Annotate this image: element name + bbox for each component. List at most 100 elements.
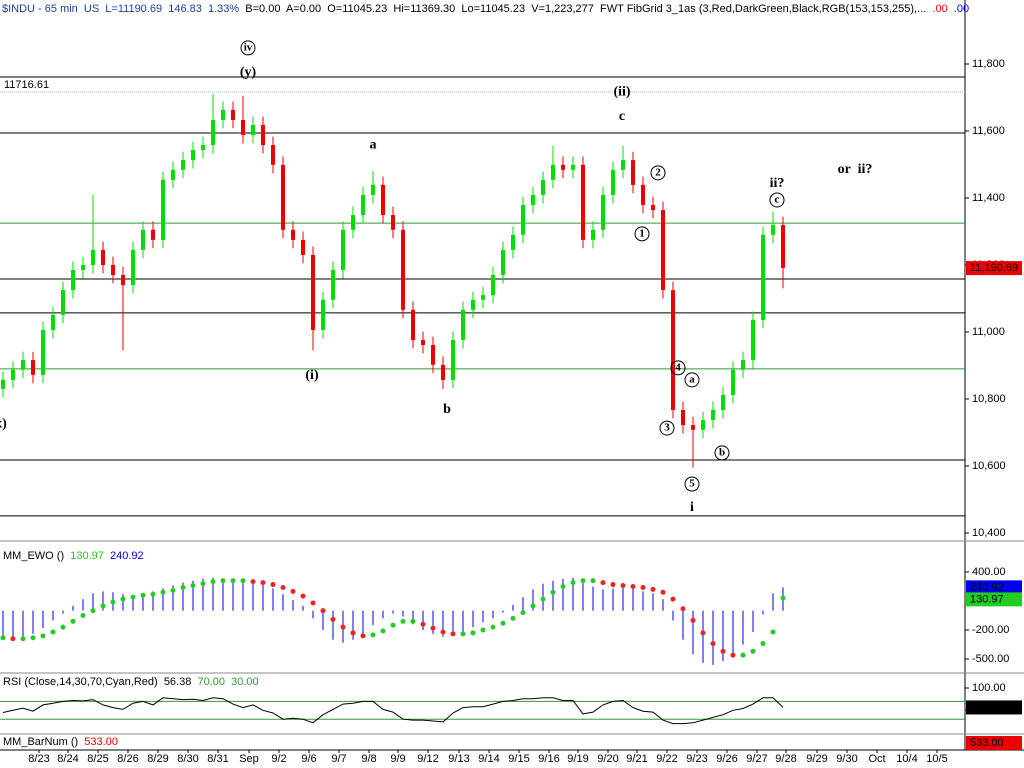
wave-label: ii? (770, 176, 785, 191)
panel-title-part: 533.00 (84, 736, 118, 748)
x-tick-label: 8/26 (117, 753, 138, 765)
panel-title-part: 56.38 (164, 676, 192, 688)
x-tick-label: 9/28 (775, 753, 796, 765)
panel-title: RSI (Close,14,30,70,Cyan,Red) 56.38 70.0… (3, 676, 265, 688)
candle-body (41, 329, 45, 375)
candle-body (101, 249, 105, 265)
wave-label: (i) (305, 368, 319, 383)
candle-body (721, 394, 725, 411)
ewo-signal-dot (130, 594, 136, 600)
ewo-signal-dot (380, 628, 386, 634)
candle-body (761, 234, 765, 320)
wave-label: x) (0, 416, 7, 431)
ewo-signal-dot (240, 578, 246, 584)
candle-body (391, 215, 395, 230)
candle-body (111, 264, 115, 276)
header-part: .00 (932, 3, 953, 15)
x-tick-label: Sep (239, 753, 259, 765)
panel-title-part: 130.97 (70, 550, 104, 562)
ewo-signal-dot (640, 584, 646, 590)
candle-body (361, 194, 365, 216)
y-tick-label: 10,800 (972, 393, 1006, 405)
y-tick-label: -500.00 (972, 653, 1009, 665)
candle-body (521, 205, 525, 235)
candle-body (411, 309, 415, 341)
candle-body (91, 249, 95, 265)
candle-body (11, 369, 15, 380)
ewo-signal-dot (270, 582, 276, 588)
y-tick-label: 11,800 (972, 58, 1005, 70)
value-tag (966, 580, 1022, 595)
candle-body (381, 184, 385, 216)
candle-body (251, 124, 255, 135)
candle-body (211, 119, 215, 146)
ewo-signal-dot (530, 603, 536, 609)
candle-body (121, 275, 125, 286)
ewo-signal-dot (430, 625, 436, 631)
ewo-signal-dot (690, 617, 696, 623)
value-tag-label: 56.38 (970, 701, 998, 713)
header-part: .00 (954, 3, 969, 15)
candle-body (401, 229, 405, 310)
annotation-circle (650, 165, 666, 181)
ewo-signal-dot (60, 624, 66, 630)
value-tag (966, 592, 1022, 607)
x-tick-label: 9/20 (597, 753, 618, 765)
x-tick-label: 9/23 (686, 753, 707, 765)
ewo-signal-dot (610, 582, 616, 588)
ewo-signal-dot (520, 610, 526, 616)
ewo-signal-dot (500, 620, 506, 626)
candle-body (641, 184, 645, 206)
ewo-signal-dot (450, 631, 456, 637)
ewo-signal-dot (200, 581, 206, 587)
candle-body (541, 179, 545, 195)
value-tag-label: 240.92 (970, 581, 1004, 593)
header-part: $INDU - 65 min US L=11190.69 146.83 1.33… (2, 3, 245, 15)
candle-body (771, 225, 775, 235)
x-tick-label: 8/24 (57, 753, 78, 765)
ewo-signal-dot (80, 613, 86, 619)
x-tick-label: 9/21 (626, 753, 647, 765)
ewo-signal-dot (330, 616, 336, 622)
ewo-signal-dot (700, 630, 706, 636)
candle-body (141, 229, 145, 250)
spacer (118, 736, 124, 748)
candle-body (21, 360, 25, 370)
ewo-signal-dot (100, 603, 106, 609)
x-tick-label: 9/22 (656, 753, 677, 765)
candle-body (331, 270, 335, 300)
ewo-signal-dot (490, 624, 496, 630)
candle-body (341, 229, 345, 270)
ewo-signal-dot (70, 618, 76, 624)
x-tick-label: 8/30 (177, 753, 198, 765)
ewo-signal-dot (160, 589, 166, 595)
candle-body (711, 410, 715, 421)
ewo-signal-dot (760, 641, 766, 647)
candle-body (291, 229, 295, 240)
y-tick-label: 10,400 (972, 527, 1006, 539)
candle-body (351, 215, 355, 230)
rsi-line (2, 697, 784, 725)
x-tick-label: 10/5 (926, 753, 947, 765)
x-tick-label: 9/19 (567, 753, 588, 765)
x-tick-label: 9/13 (448, 753, 469, 765)
ewo-signal-dot (370, 632, 376, 638)
ewo-signal-dot (470, 630, 476, 636)
level-label: 11716.61 (4, 79, 49, 91)
ewo-signal-dot (510, 615, 516, 621)
value-tag (966, 736, 1022, 750)
candle-body (781, 225, 785, 269)
ewo-signal-dot (140, 592, 146, 598)
panel-title: MM_BarNum () 533.00 (3, 736, 124, 748)
value-tag-label: 533.00 (970, 737, 1004, 749)
x-tick-label: 9/9 (390, 753, 405, 765)
wave-label: or ii? (838, 162, 873, 177)
candle-body (601, 194, 605, 230)
candle-body (461, 309, 465, 341)
candle-body (621, 160, 625, 170)
panel-title-part: MM_BarNum () (3, 736, 78, 748)
candle-body (191, 150, 195, 161)
y-tick-label: 11,000 (972, 326, 1005, 338)
candle-body (81, 264, 85, 270)
